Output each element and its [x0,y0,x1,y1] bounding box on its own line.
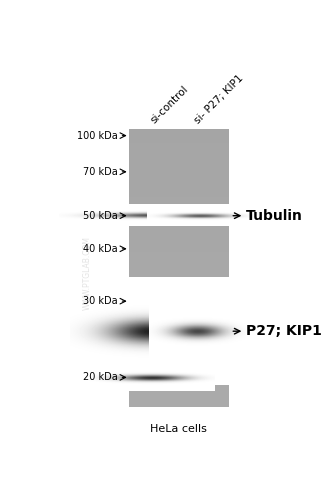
Text: WWW.PTGLAB.COM: WWW.PTGLAB.COM [83,237,92,310]
Text: si- P27; KIP1: si- P27; KIP1 [193,73,246,126]
Text: 70 kDa: 70 kDa [83,167,118,177]
Text: 30 kDa: 30 kDa [83,296,118,306]
Text: 40 kDa: 40 kDa [83,244,118,254]
Text: 20 kDa: 20 kDa [83,373,118,382]
Text: 50 kDa: 50 kDa [83,211,118,221]
Text: P27; KIP1: P27; KIP1 [246,324,322,338]
Text: 100 kDa: 100 kDa [77,131,118,141]
Text: si-control: si-control [149,84,190,126]
Text: Tubulin: Tubulin [246,209,303,223]
Text: HeLa cells: HeLa cells [150,424,207,434]
